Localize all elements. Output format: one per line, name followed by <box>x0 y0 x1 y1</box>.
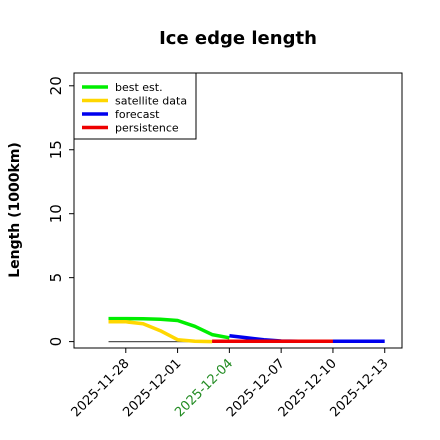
y-tick-label: 10 <box>47 204 65 223</box>
legend-entry: persistence <box>115 122 179 135</box>
legend: best est.satellite dataforecastpersisten… <box>73 72 197 140</box>
series-line-best-est- <box>108 316 230 340</box>
legend-entry: satellite data <box>115 95 187 108</box>
y-tick-label: 5 <box>47 273 65 283</box>
legend-entry: forecast <box>115 108 160 121</box>
plot-frame <box>73 72 403 349</box>
y-tick-label: 0 <box>47 337 65 347</box>
chart-title: Ice edge length <box>159 28 317 49</box>
y-tick-label: 20 <box>47 76 65 95</box>
series-line-satellite-data <box>108 320 213 344</box>
legend-entry: best est. <box>115 81 163 94</box>
y-axis-label: Length (1000km) <box>7 142 23 278</box>
y-tick-label: 15 <box>47 140 65 159</box>
